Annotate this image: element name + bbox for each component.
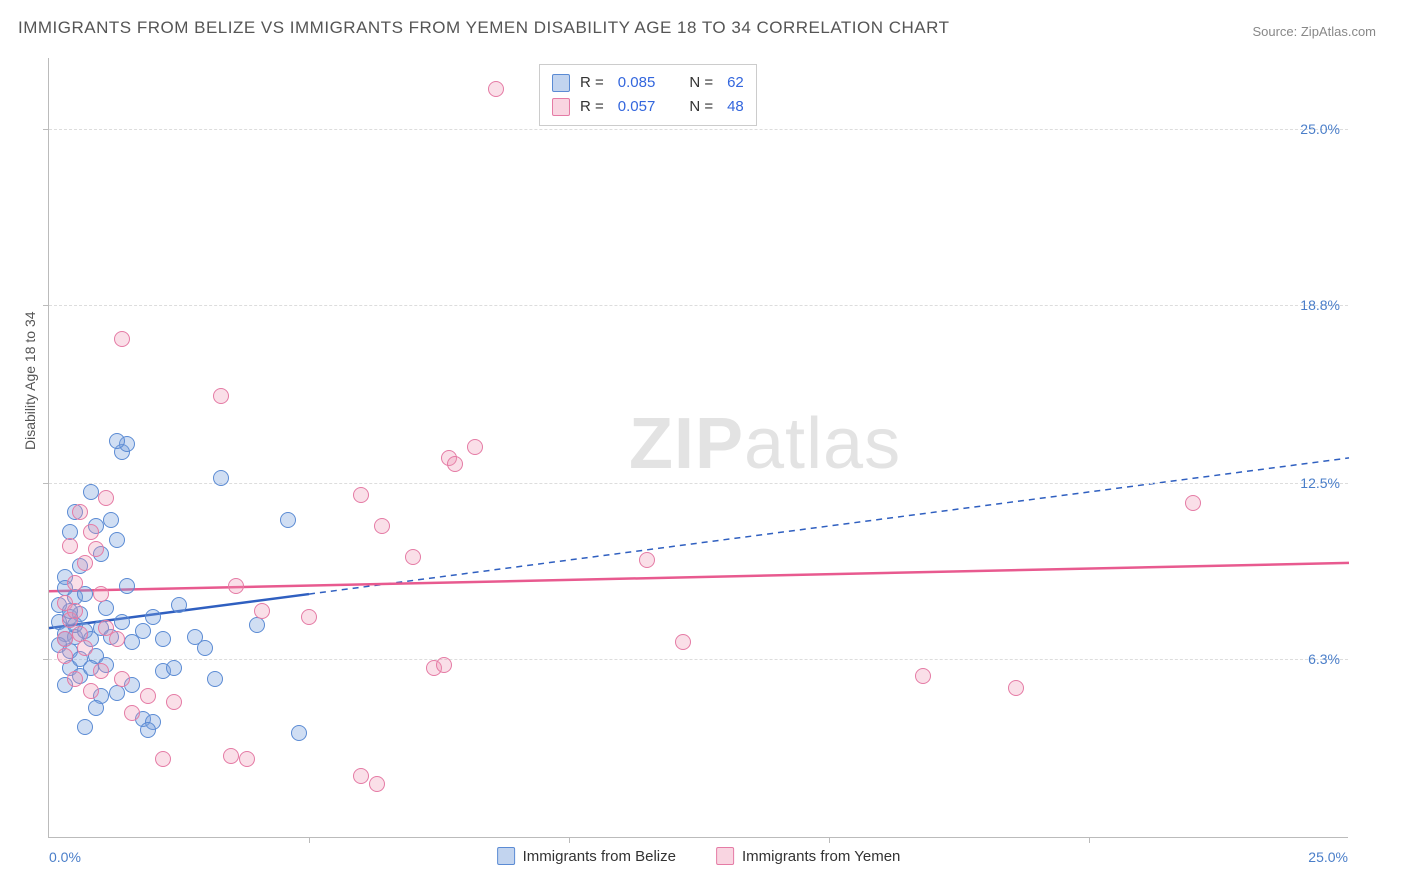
scatter-point (77, 555, 93, 571)
legend-label: Immigrants from Yemen (742, 848, 900, 865)
scatter-point (155, 751, 171, 767)
scatter-point (124, 705, 140, 721)
scatter-point (239, 751, 255, 767)
scatter-point (93, 586, 109, 602)
scatter-point (207, 671, 223, 687)
y-tick-label: 12.5% (1300, 475, 1340, 491)
scatter-point (228, 578, 244, 594)
scatter-point (114, 671, 130, 687)
legend-swatch (497, 847, 515, 865)
scatter-point (467, 439, 483, 455)
y-tick-mark (43, 659, 49, 660)
scatter-point (93, 663, 109, 679)
legend-label: Immigrants from Belize (523, 848, 676, 865)
scatter-point (57, 631, 73, 647)
scatter-point (83, 683, 99, 699)
scatter-point (67, 671, 83, 687)
scatter-point (67, 603, 83, 619)
scatter-point (223, 748, 239, 764)
scatter-point (88, 541, 104, 557)
scatter-point (88, 700, 104, 716)
x-tick-label: 0.0% (49, 849, 81, 865)
scatter-point (67, 575, 83, 591)
chart-title: IMMIGRANTS FROM BELIZE VS IMMIGRANTS FRO… (18, 18, 950, 38)
scatter-point (166, 694, 182, 710)
scatter-point (77, 640, 93, 656)
scatter-point (166, 660, 182, 676)
x-tick-label: 25.0% (1308, 849, 1348, 865)
scatter-point (447, 456, 463, 472)
scatter-point (109, 685, 125, 701)
legend-item: Immigrants from Belize (497, 847, 676, 865)
gridline-horizontal (49, 305, 1348, 306)
y-tick-label: 6.3% (1308, 651, 1340, 667)
x-tick-mark (829, 837, 830, 843)
scatter-point (114, 614, 130, 630)
scatter-point (639, 552, 655, 568)
scatter-point (436, 657, 452, 673)
scatter-point (1008, 680, 1024, 696)
y-tick-label: 18.8% (1300, 297, 1340, 313)
scatter-point (135, 623, 151, 639)
scatter-point (249, 617, 265, 633)
source-label: Source: ZipAtlas.com (1252, 24, 1376, 39)
gridline-horizontal (49, 129, 1348, 130)
scatter-point (405, 549, 421, 565)
scatter-point (109, 532, 125, 548)
scatter-point (72, 504, 88, 520)
scatter-point (280, 512, 296, 528)
gridline-horizontal (49, 659, 1348, 660)
scatter-point (369, 776, 385, 792)
y-tick-mark (43, 483, 49, 484)
x-tick-mark (1089, 837, 1090, 843)
scatter-point (57, 648, 73, 664)
scatter-point (98, 600, 114, 616)
gridline-horizontal (49, 483, 1348, 484)
legend-item: Immigrants from Yemen (716, 847, 900, 865)
scatter-point (197, 640, 213, 656)
scatter-point (488, 81, 504, 97)
scatter-point (62, 538, 78, 554)
scatter-point (77, 719, 93, 735)
legend-swatch (716, 847, 734, 865)
scatter-point (155, 631, 171, 647)
y-axis-title: Disability Age 18 to 34 (22, 311, 38, 450)
scatter-point (83, 524, 99, 540)
scatter-point (291, 725, 307, 741)
x-tick-mark (569, 837, 570, 843)
scatter-point (254, 603, 270, 619)
scatter-point (98, 490, 114, 506)
scatter-point (103, 512, 119, 528)
scatter-point (119, 578, 135, 594)
scatter-point (83, 484, 99, 500)
scatter-point (353, 768, 369, 784)
scatter-point (675, 634, 691, 650)
y-tick-mark (43, 305, 49, 306)
scatter-point (1185, 495, 1201, 511)
scatter-point (109, 433, 125, 449)
scatter-point (353, 487, 369, 503)
scatter-point (915, 668, 931, 684)
x-tick-mark (309, 837, 310, 843)
scatter-point (301, 609, 317, 625)
y-tick-label: 25.0% (1300, 121, 1340, 137)
scatter-point (213, 470, 229, 486)
plot-area: ZIPatlas R =0.085N =62R =0.057N =48 Immi… (48, 58, 1348, 838)
scatter-point (109, 631, 125, 647)
trend-lines (49, 58, 1349, 838)
scatter-point (213, 388, 229, 404)
series-legend: Immigrants from Belize Immigrants from Ye… (497, 847, 901, 865)
scatter-point (145, 609, 161, 625)
scatter-point (114, 331, 130, 347)
y-tick-mark (43, 129, 49, 130)
scatter-point (171, 597, 187, 613)
scatter-point (140, 722, 156, 738)
scatter-point (140, 688, 156, 704)
scatter-point (374, 518, 390, 534)
